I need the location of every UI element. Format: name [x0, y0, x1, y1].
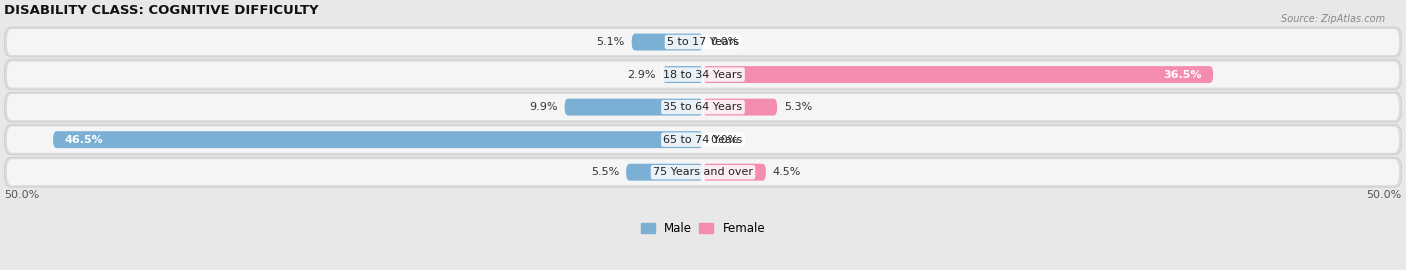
- Text: DISABILITY CLASS: COGNITIVE DIFFICULTY: DISABILITY CLASS: COGNITIVE DIFFICULTY: [4, 4, 319, 17]
- FancyBboxPatch shape: [7, 159, 1399, 185]
- FancyBboxPatch shape: [7, 127, 1399, 153]
- Text: 0.0%: 0.0%: [710, 135, 738, 145]
- FancyBboxPatch shape: [4, 92, 1402, 122]
- Text: 5.5%: 5.5%: [591, 167, 619, 177]
- Text: 5.3%: 5.3%: [785, 102, 813, 112]
- Text: Source: ZipAtlas.com: Source: ZipAtlas.com: [1281, 14, 1385, 23]
- Text: 65 to 74 Years: 65 to 74 Years: [664, 135, 742, 145]
- Text: 0.0%: 0.0%: [710, 37, 738, 47]
- Legend: Male, Female: Male, Female: [636, 218, 770, 240]
- Text: 18 to 34 Years: 18 to 34 Years: [664, 70, 742, 80]
- FancyBboxPatch shape: [631, 33, 703, 50]
- Text: 50.0%: 50.0%: [4, 190, 39, 200]
- FancyBboxPatch shape: [4, 157, 1402, 187]
- FancyBboxPatch shape: [662, 66, 703, 83]
- FancyBboxPatch shape: [53, 131, 703, 148]
- Text: 9.9%: 9.9%: [529, 102, 558, 112]
- FancyBboxPatch shape: [703, 164, 766, 181]
- FancyBboxPatch shape: [703, 99, 778, 116]
- Text: 46.5%: 46.5%: [65, 135, 103, 145]
- FancyBboxPatch shape: [7, 29, 1399, 55]
- Text: 50.0%: 50.0%: [1367, 190, 1402, 200]
- Text: 36.5%: 36.5%: [1164, 70, 1202, 80]
- FancyBboxPatch shape: [703, 66, 1213, 83]
- Text: 75 Years and over: 75 Years and over: [652, 167, 754, 177]
- Text: 4.5%: 4.5%: [773, 167, 801, 177]
- FancyBboxPatch shape: [565, 99, 703, 116]
- FancyBboxPatch shape: [7, 94, 1399, 120]
- FancyBboxPatch shape: [7, 62, 1399, 87]
- FancyBboxPatch shape: [4, 27, 1402, 57]
- Text: 5.1%: 5.1%: [596, 37, 624, 47]
- FancyBboxPatch shape: [626, 164, 703, 181]
- Text: 5 to 17 Years: 5 to 17 Years: [666, 37, 740, 47]
- Text: 35 to 64 Years: 35 to 64 Years: [664, 102, 742, 112]
- Text: 2.9%: 2.9%: [627, 70, 655, 80]
- FancyBboxPatch shape: [4, 60, 1402, 90]
- FancyBboxPatch shape: [4, 125, 1402, 155]
